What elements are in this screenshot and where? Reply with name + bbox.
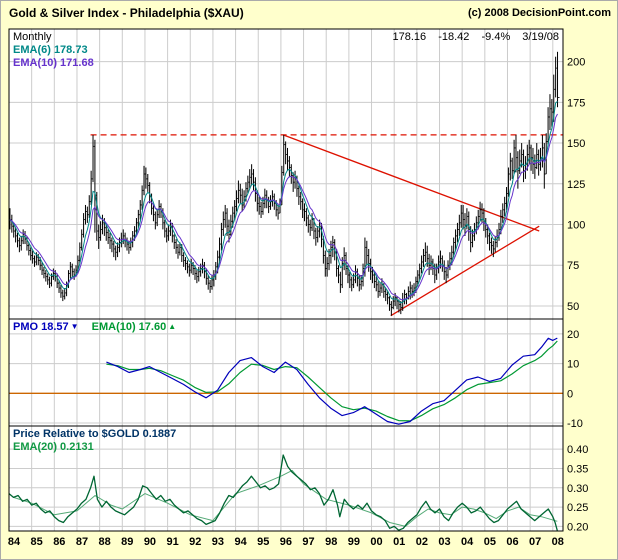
price-ytick-label: 150 [567, 138, 585, 150]
xtick-label: 95 [257, 536, 269, 548]
xtick-label: 93 [212, 536, 224, 548]
xtick-label: 91 [166, 536, 178, 548]
pmo-panel-background [9, 319, 563, 426]
pmo-line [106, 337, 558, 425]
pmo-ema-direction-icon: ▲ [168, 322, 177, 331]
xtick-label: 84 [8, 536, 21, 548]
xtick-label: 05 [484, 536, 496, 548]
pmo-direction-icon: ▼ [70, 322, 79, 331]
xtick-label: 08 [552, 536, 564, 548]
xtick-label: 04 [461, 536, 474, 548]
trendline [282, 134, 540, 232]
price-ytick-label: 125 [567, 179, 585, 191]
pmo-labels: PMO 18.57 ▼ EMA(10) 17.60 ▲ [13, 321, 176, 334]
price-ema6-line [9, 101, 558, 304]
pmo-ytick-label: 20 [567, 329, 579, 341]
xtick-label: 97 [302, 536, 314, 548]
price-ytick-label: 175 [567, 97, 585, 109]
xtick-label: 85 [31, 536, 43, 548]
quote-date: 3/19/08 [522, 31, 559, 43]
xtick-label: 86 [53, 536, 65, 548]
pmo-ytick-label: -10 [567, 418, 583, 430]
xtick-label: 92 [189, 536, 201, 548]
quote-line: 178.16 -18.42 -9.4% 3/19/08 [393, 31, 560, 43]
xtick-label: 89 [121, 536, 133, 548]
timeframe-label: Monthly [13, 31, 52, 43]
rel-ytick-label: 0.20 [567, 521, 588, 533]
xtick-label: 03 [438, 536, 450, 548]
price-ema10-label: EMA(10) 171.68 [13, 57, 94, 69]
chart-canvas: 5075100125150175200-10010200.200.250.300… [8, 28, 588, 548]
pmo-ytick-label: 10 [567, 359, 579, 371]
rel-ytick-label: 0.25 [567, 502, 588, 514]
pmo-ema-line [106, 340, 558, 422]
rel-ytick-label: 0.30 [567, 483, 588, 495]
relative-line [8, 454, 558, 531]
xtick-label: 00 [370, 536, 382, 548]
xtick-label: 06 [506, 536, 518, 548]
price-ytick-label: 100 [567, 220, 585, 232]
xtick-label: 07 [529, 536, 541, 548]
price-ytick-label: 50 [567, 301, 579, 313]
price-ytick-label: 75 [567, 260, 579, 272]
pmo-ema-label: EMA(10) 17.60 [91, 321, 167, 333]
xtick-label: 01 [393, 536, 405, 548]
chart-title: Gold & Silver Index - Philadelphia ($XAU… [9, 6, 244, 20]
xtick-label: 99 [348, 536, 360, 548]
price-relative-label: Price Relative to $GOLD 0.1887 [13, 428, 177, 440]
xtick-label: 02 [416, 536, 428, 548]
quote-percent-change: -9.4% [481, 31, 511, 43]
rel-panel-background [9, 426, 563, 531]
quote-change: -18.42 [438, 31, 470, 43]
xtick-label: 87 [76, 536, 88, 548]
trendline [390, 225, 540, 317]
rel-ytick-label: 0.40 [567, 444, 588, 456]
price-ema10-line [9, 113, 558, 301]
xtick-label: 98 [325, 536, 337, 548]
pmo-value-label: PMO 18.57 [13, 321, 69, 333]
xtick-label: 90 [144, 536, 156, 548]
pmo-ytick-label: 0 [567, 388, 573, 400]
relative-ema-line [13, 469, 558, 527]
xtick-label: 88 [99, 536, 111, 548]
xtick-label: 94 [234, 536, 247, 548]
price-ytick-label: 200 [567, 57, 585, 69]
xtick-label: 96 [280, 536, 292, 548]
quote-last: 178.16 [392, 31, 427, 43]
price-relative-ema-label: EMA(20) 0.2131 [13, 441, 94, 453]
copyright-notice: (c) 2008 DecisionPoint.com [467, 7, 611, 19]
price-ema6-label: EMA(6) 178.73 [13, 44, 88, 56]
rel-ytick-label: 0.35 [567, 463, 588, 475]
rel-panel-frame [8, 425, 564, 532]
chart-header: Gold & Silver Index - Philadelphia ($XAU… [1, 1, 617, 25]
